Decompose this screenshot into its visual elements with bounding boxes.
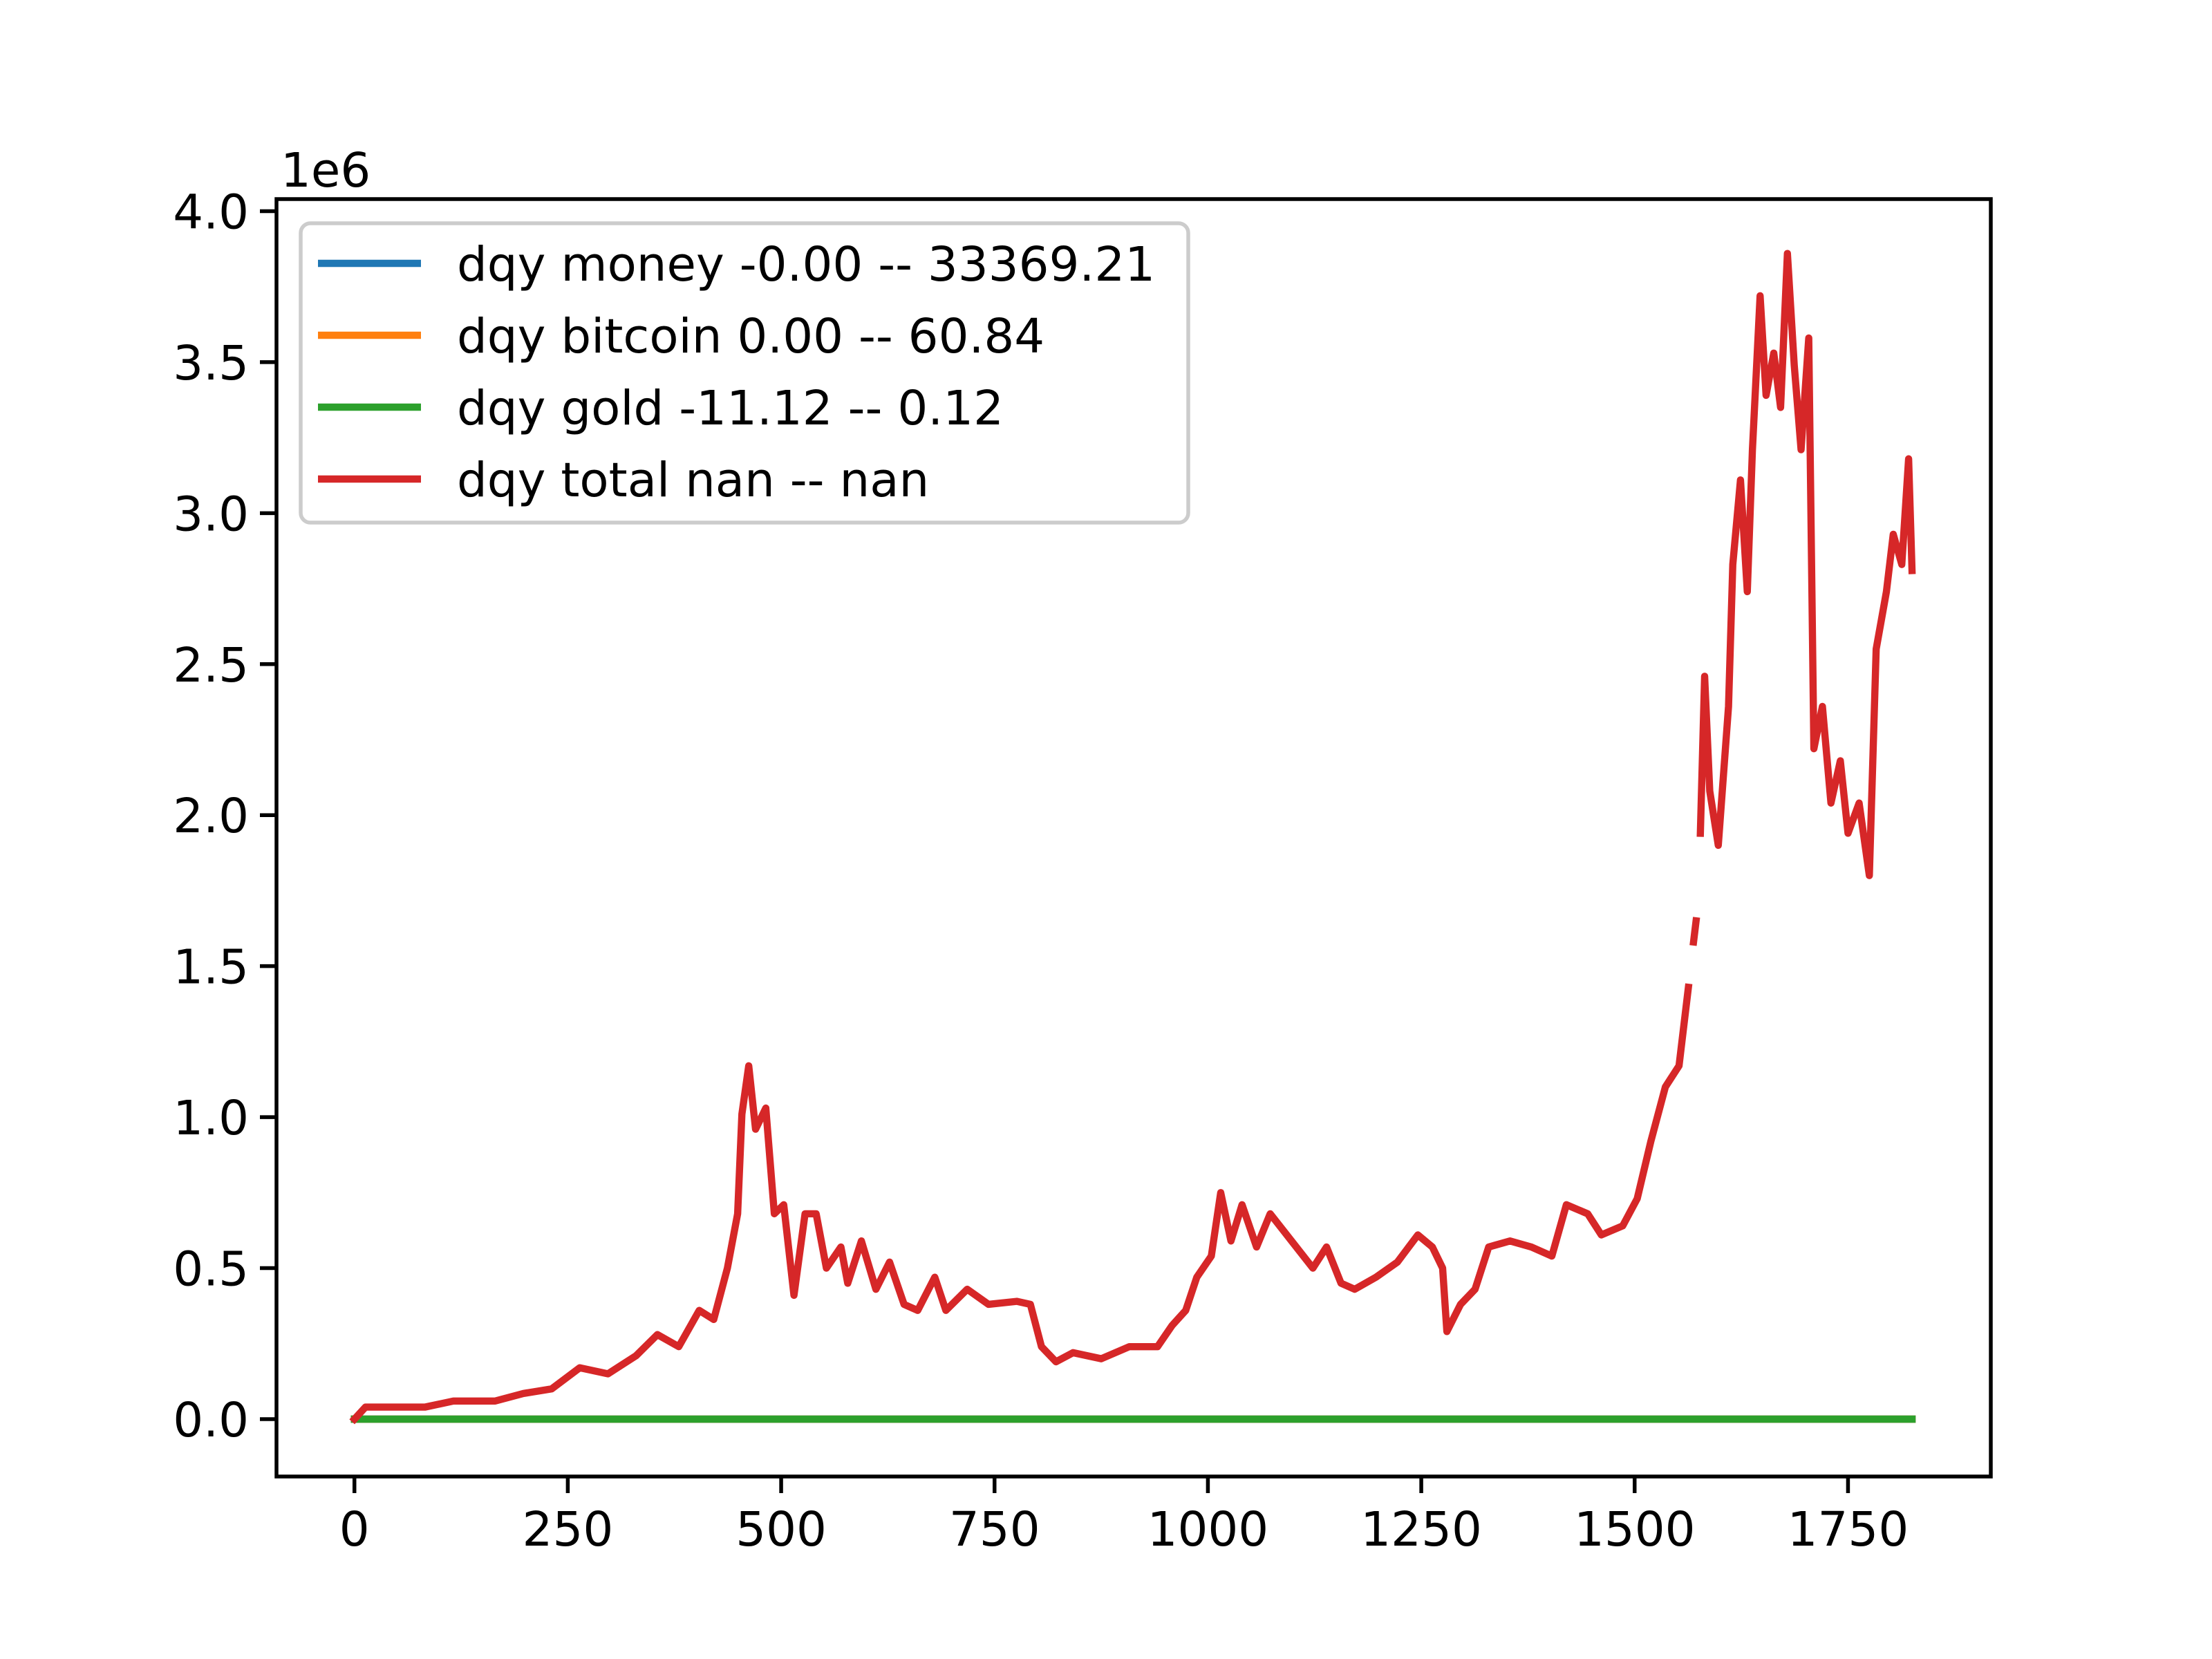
x-tick-label: 1250 (1360, 1502, 1482, 1557)
x-tick-label: 750 (949, 1502, 1040, 1557)
x-tick-label: 250 (523, 1502, 614, 1557)
y-tick-label: 0.5 (173, 1242, 249, 1297)
x-tick-label: 1000 (1147, 1502, 1269, 1557)
axes-frame (274, 197, 1993, 1479)
legend-label: dqy money -0.00 -- 33369.21 (457, 237, 1155, 292)
y-tick-label: 1.5 (173, 940, 249, 995)
y-tick-label: 0.0 (173, 1393, 249, 1448)
y-tick-label: 1.0 (173, 1091, 249, 1146)
x-tick-label: 0 (339, 1502, 370, 1557)
y-offset-label: 1e6 (281, 143, 371, 198)
y-tick-label: 2.0 (173, 789, 249, 844)
y-tick-label: 3.0 (173, 487, 249, 542)
legend-label: dqy bitcoin 0.00 -- 60.84 (457, 309, 1044, 364)
x-tick-label: 1750 (1788, 1502, 1909, 1557)
legend-label: dqy total nan -- nan (457, 453, 929, 508)
y-tick-label: 2.5 (173, 638, 249, 693)
legend-frame (299, 221, 1190, 525)
x-tick-label: 1500 (1574, 1502, 1696, 1557)
x-tick-label: 500 (735, 1502, 827, 1557)
legend-label: dqy gold -11.12 -- 0.12 (457, 381, 1004, 436)
y-tick-label: 3.5 (173, 336, 249, 391)
y-tick-label: 4.0 (173, 185, 249, 240)
series-line (349, 250, 1916, 1425)
